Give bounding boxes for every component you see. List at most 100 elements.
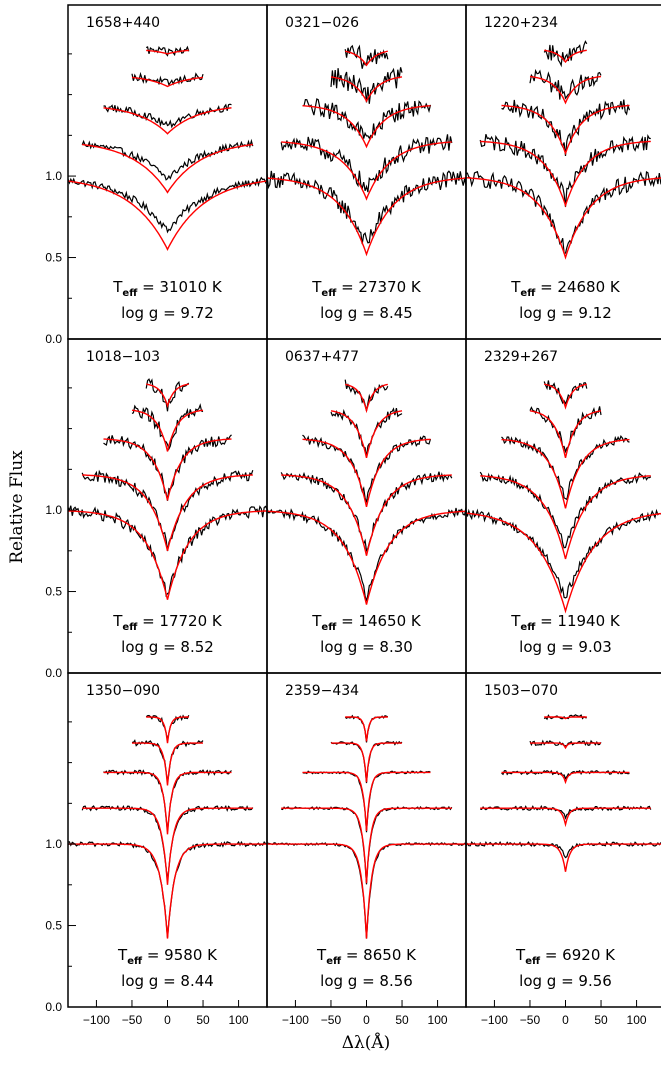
y-tick-label: 0.5 — [45, 585, 62, 599]
model-profile-3 — [103, 771, 232, 835]
model-profile-2 — [281, 141, 452, 201]
x-tick-label: −100 — [282, 1013, 309, 1027]
teff-label: Teff = 8650 K — [316, 946, 417, 967]
model-profile-4 — [330, 76, 403, 103]
x-tick-label: 0 — [562, 1013, 569, 1027]
observed-profile-4 — [529, 406, 602, 454]
panel-star-name: 2359−434 — [285, 683, 359, 699]
observed-profile-2 — [280, 134, 453, 193]
observed-profile-5 — [543, 380, 588, 406]
observed-profile-2 — [479, 134, 651, 207]
model-profile-1 — [465, 177, 661, 260]
logg-label: log g = 9.56 — [519, 972, 612, 990]
model-profile-1 — [267, 843, 466, 939]
x-tick-label: 100 — [627, 1013, 647, 1027]
teff-label: Teff = 27370 K — [311, 278, 422, 299]
model-profile-3 — [501, 104, 630, 156]
model-profile-1 — [266, 177, 467, 257]
observed-profile-3 — [302, 98, 432, 140]
model-profile-5 — [544, 49, 587, 64]
y-tick-label: 0.5 — [45, 251, 62, 265]
x-tick-label: 50 — [594, 1013, 608, 1027]
observed-profile-4 — [330, 740, 403, 784]
model-profile-1 — [465, 512, 661, 614]
logg-label: log g = 8.52 — [121, 638, 214, 656]
observed-profile-1 — [67, 505, 268, 598]
observed-profile-3 — [501, 99, 631, 157]
observed-profile-2 — [480, 804, 652, 820]
model-profile-2 — [281, 807, 452, 884]
model-profile-2 — [480, 475, 651, 560]
teff-label: Teff = 11940 K — [510, 612, 621, 633]
observed-profile-2 — [479, 471, 652, 549]
observed-profile-5 — [145, 378, 190, 412]
model-profile-1 — [67, 180, 268, 251]
panel-star-name: 1658+440 — [86, 15, 160, 31]
model-profile-4 — [530, 742, 601, 750]
x-tick-label: 50 — [395, 1013, 409, 1027]
panel-star-name: 1503−070 — [484, 683, 558, 699]
model-profile-2 — [281, 474, 452, 556]
panel-star-name: 2329+267 — [484, 349, 558, 365]
axes-layer: 0.0 0.5 1.0 0.0 0.5 1.0 0.0 0.5 1.0 −100 −50 0 50 100… — [45, 53, 647, 1027]
x-tick-label: 100 — [229, 1013, 249, 1027]
model-profile-1 — [466, 843, 661, 872]
panel-6: 2329+267 Teff = 11940 K log g = 9.03 — [465, 338, 661, 674]
panel-4: 1018−103 Teff = 17720 K log g = 8.52 — [67, 338, 268, 674]
y-tick-label: 1.0 — [45, 503, 62, 517]
y-tick-label: 0.0 — [45, 332, 62, 346]
x-tick-label: −50 — [321, 1013, 342, 1027]
logg-label: log g = 8.30 — [320, 638, 413, 656]
observed-profile-5 — [344, 379, 389, 411]
observed-profile-4 — [330, 67, 403, 104]
x-tick-label: −50 — [122, 1013, 143, 1027]
observed-profile-4 — [131, 403, 204, 451]
model-profile-1 — [267, 510, 466, 605]
model-profile-4 — [529, 75, 602, 105]
model-profile-1 — [67, 510, 268, 600]
teff-label: Teff = 17720 K — [112, 612, 223, 633]
y-tick-label: 0.0 — [45, 666, 62, 680]
model-profile-4 — [131, 409, 204, 452]
x-tick-label: 0 — [164, 1013, 171, 1027]
model-profile-4 — [529, 410, 602, 459]
panel-7: 1350−090 Teff = 9580 K log g = 8.44 — [67, 672, 268, 1008]
x-tick-label: 0 — [363, 1013, 370, 1027]
logg-label: log g = 8.44 — [121, 972, 214, 990]
model-profile-2 — [480, 140, 651, 208]
model-profile-5 — [544, 716, 587, 720]
teff-label: Teff = 6920 K — [515, 946, 616, 967]
y-tick-label: 1.0 — [45, 837, 62, 851]
x-tick-label: −50 — [520, 1013, 541, 1027]
observed-profile-5 — [145, 45, 190, 57]
model-profile-3 — [501, 771, 630, 785]
model-profile-5 — [146, 716, 189, 744]
model-profile-5 — [345, 50, 388, 67]
model-profile-3 — [501, 438, 630, 509]
logg-label: log g = 9.12 — [519, 304, 612, 322]
observed-profile-3 — [302, 434, 432, 503]
model-profile-1 — [68, 843, 267, 939]
observed-profile-3 — [103, 103, 232, 129]
x-tick-label: −100 — [481, 1013, 508, 1027]
observed-profile-4 — [131, 739, 204, 783]
panel-3: 1220+234 Teff = 24680 K log g = 9.12 — [465, 4, 661, 340]
logg-label: log g = 8.45 — [320, 304, 413, 322]
model-profile-2 — [82, 474, 253, 551]
logg-label: log g = 9.03 — [519, 638, 612, 656]
teff-label: Teff = 9580 K — [117, 946, 218, 967]
logg-label: log g = 9.72 — [121, 304, 214, 322]
model-profile-5 — [146, 383, 189, 408]
model-profile-3 — [302, 771, 431, 832]
panel-star-name: 0637+477 — [285, 349, 359, 365]
panel-star-name: 1350−090 — [86, 683, 160, 699]
observed-profile-5 — [543, 40, 588, 68]
model-profile-5 — [345, 383, 388, 414]
logg-label: log g = 8.56 — [320, 972, 413, 990]
teff-label: Teff = 14650 K — [311, 612, 422, 633]
y-tick-label: 0.0 — [45, 1000, 62, 1014]
model-profile-3 — [103, 438, 232, 501]
panel-8: 2359−434 Teff = 8650 K log g = 8.56 — [266, 672, 467, 1008]
observed-profile-1 — [67, 176, 268, 234]
